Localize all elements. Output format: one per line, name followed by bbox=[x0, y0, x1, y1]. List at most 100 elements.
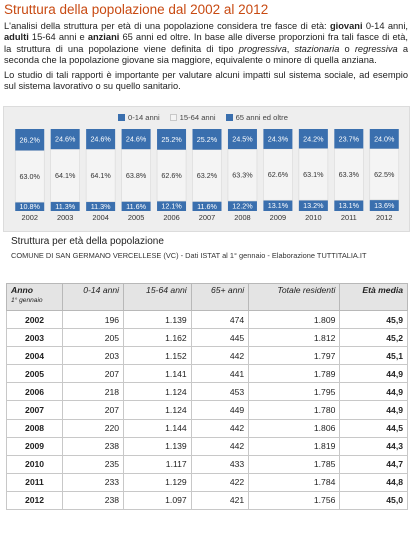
cell-eta-media: 44,9 bbox=[339, 382, 408, 402]
intro-text-j: stazionaria bbox=[294, 43, 340, 54]
bar-segment bbox=[298, 148, 329, 201]
bar-segment bbox=[369, 148, 400, 201]
cell-0-14: 238 bbox=[61, 436, 125, 456]
bar-data-label: 63.2% bbox=[197, 171, 218, 180]
intro-text-b: giovani bbox=[329, 21, 363, 31]
cell-0-14: 233 bbox=[61, 472, 125, 492]
bar-data-label: 62.5% bbox=[374, 170, 395, 179]
x-tick-label: 2003 bbox=[57, 213, 73, 222]
bar-segment bbox=[334, 200, 364, 211]
bar-segment bbox=[227, 148, 258, 202]
legend-item-15-64: 15-64 anni bbox=[169, 113, 216, 122]
cell-eta-media: 45,0 bbox=[339, 490, 408, 511]
intro-text-l: regressiva bbox=[354, 43, 398, 54]
bar-segment bbox=[157, 201, 187, 211]
bar-segment bbox=[85, 148, 116, 203]
col-header-totale: Totale residenti bbox=[248, 283, 341, 311]
bar-data-label: 13.1% bbox=[268, 201, 289, 210]
x-tick-label: 2012 bbox=[376, 213, 392, 222]
cell-anno: 2011 bbox=[6, 472, 63, 492]
bar-data-label: 23.7% bbox=[339, 134, 360, 143]
cell-65: 433 bbox=[190, 454, 250, 474]
table-row: 2008 220 1.144 442 1.806 44,5 bbox=[6, 418, 408, 438]
intro-text-h: progressiva bbox=[238, 43, 287, 54]
intro-text-f: anziani bbox=[87, 32, 120, 43]
bar-segment bbox=[227, 200, 257, 211]
bar-segment bbox=[86, 129, 116, 150]
bar-segment bbox=[192, 129, 222, 150]
bar-segment bbox=[157, 129, 187, 150]
col-header-0-14: 0-14 anni bbox=[61, 283, 125, 311]
cell-15-64: 1.139 bbox=[123, 436, 192, 456]
cell-0-14: 235 bbox=[61, 454, 125, 474]
bar-data-label: 25.2% bbox=[161, 135, 182, 144]
cell-15-64: 1.144 bbox=[123, 418, 192, 438]
bar-segment bbox=[192, 149, 222, 202]
cell-65: 441 bbox=[190, 364, 250, 384]
bar-data-label: 64.1% bbox=[55, 171, 76, 180]
bar-data-label: 63.1% bbox=[303, 170, 324, 179]
bar-segment bbox=[298, 200, 328, 211]
legend-swatch-0-14 bbox=[118, 114, 125, 121]
intro-text-k: o bbox=[339, 43, 355, 54]
bar-data-label: 24.6% bbox=[90, 135, 111, 144]
intro-text-c: 0-14 anni, bbox=[362, 21, 409, 31]
cell-0-14: 196 bbox=[61, 309, 125, 330]
intro-text-i: , bbox=[286, 43, 295, 54]
col-header-15-64: 15-64 anni bbox=[123, 283, 192, 311]
bar-data-label: 24.0% bbox=[374, 134, 395, 143]
cell-totale: 1.789 bbox=[248, 364, 341, 384]
cell-65: 422 bbox=[190, 472, 250, 492]
bar-data-label: 63.3% bbox=[339, 170, 360, 179]
cell-15-64: 1.162 bbox=[123, 328, 192, 348]
bar-segment bbox=[15, 202, 45, 211]
cell-totale: 1.780 bbox=[248, 400, 341, 420]
col-header-65: 65+ anni bbox=[190, 283, 250, 311]
table-header-row: Anno 1° gennaio 0-14 anni 15-64 anni 65+ … bbox=[6, 283, 408, 311]
cell-65: 474 bbox=[190, 309, 250, 330]
cell-eta-media: 45,1 bbox=[339, 346, 408, 366]
cell-eta-media: 44,9 bbox=[339, 400, 408, 420]
x-tick-label: 2009 bbox=[270, 213, 286, 222]
cell-anno: 2003 bbox=[6, 328, 63, 348]
table-row: 2003 205 1.162 445 1.812 45,2 bbox=[6, 328, 408, 348]
cell-totale: 1.795 bbox=[248, 382, 341, 402]
bar-segment bbox=[369, 129, 399, 149]
cell-0-14: 238 bbox=[61, 490, 125, 511]
cell-anno: 2009 bbox=[6, 436, 63, 456]
cell-eta-media: 45,2 bbox=[339, 328, 408, 348]
x-tick-label: 2004 bbox=[92, 213, 108, 222]
cell-totale: 1.812 bbox=[248, 328, 341, 348]
cell-totale: 1.784 bbox=[248, 472, 341, 492]
bar-data-label: 63.8% bbox=[126, 171, 147, 180]
legend-item-0-14: 0-14 anni bbox=[118, 113, 160, 122]
cell-eta-media: 45,9 bbox=[339, 309, 408, 330]
x-tick-label: 2005 bbox=[128, 213, 144, 222]
chart-source: COMUNE DI SAN GERMANO VERCELLESE (VC) - … bbox=[11, 251, 367, 260]
cell-0-14: 207 bbox=[61, 400, 125, 420]
legend-label-65: 65 anni ed oltre bbox=[235, 113, 288, 122]
bar-data-label: 24.5% bbox=[232, 135, 253, 144]
cell-anno: 2010 bbox=[6, 454, 63, 474]
cell-65: 453 bbox=[190, 382, 250, 402]
bar-segment bbox=[50, 129, 80, 150]
bar-segment bbox=[369, 199, 399, 211]
cell-anno: 2002 bbox=[6, 309, 63, 330]
bar-data-label: 11.6% bbox=[197, 202, 217, 211]
bar-segment bbox=[334, 129, 364, 149]
cell-65: 421 bbox=[190, 490, 250, 511]
table-row: 2006 218 1.124 453 1.795 44,9 bbox=[6, 382, 408, 402]
table-row: 2007 207 1.124 449 1.780 44,9 bbox=[6, 400, 408, 420]
bar-data-label: 62.6% bbox=[268, 170, 289, 179]
cell-eta-media: 44,9 bbox=[339, 364, 408, 384]
cell-eta-media: 44,8 bbox=[339, 472, 408, 492]
cell-0-14: 220 bbox=[61, 418, 125, 438]
table-body: 2002 196 1.139 474 1.809 45,9 2003 205 1.162 445 1… bbox=[6, 309, 408, 511]
bar-segment bbox=[156, 149, 187, 202]
stacked-bar-chart: 10.8% 63.0% 26.2% 2002 11.3% 64.1% 24.6% 2003 11… bbox=[14, 129, 400, 222]
cell-65: 442 bbox=[190, 346, 250, 366]
bar-data-label: 24.6% bbox=[126, 135, 147, 144]
table-row: 2002 196 1.139 474 1.809 45,9 bbox=[6, 309, 408, 330]
bar-segment bbox=[121, 148, 151, 202]
